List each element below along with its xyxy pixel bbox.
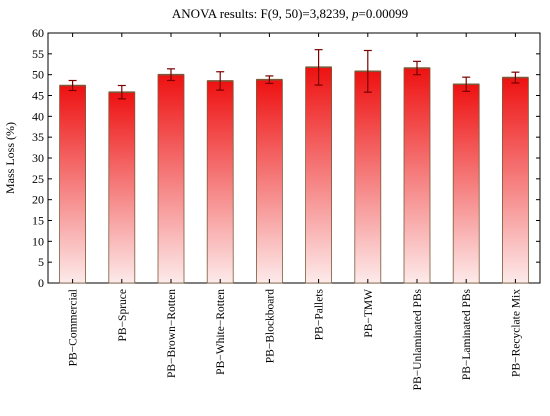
x-category-label: PB−Brown−Rotten [166, 289, 178, 378]
bar [403, 67, 431, 284]
y-axis-label: Mass Loss (%) [3, 122, 17, 194]
y-tick-label: 35 [32, 130, 44, 144]
y-tick-label: 45 [32, 89, 44, 103]
bar [255, 79, 283, 284]
x-category-label: PB−Pallets [314, 288, 326, 340]
y-tick-label: 5 [38, 255, 44, 269]
y-tick-label: 10 [32, 234, 44, 248]
y-tick-label: 15 [32, 214, 44, 228]
x-category-label: PB−TMW [363, 289, 375, 338]
x-category-label: PB−Laminated PBs [461, 288, 473, 380]
x-axis-labels: PB−Commercial PB−Spruce PB−Brown−Rotten PB−… [68, 33, 522, 390]
x-category-label: PB−Recyclate Mix [510, 289, 522, 377]
x-category-label: PB−Unlaminated PBs [412, 288, 424, 390]
bar [452, 83, 480, 284]
y-tick-label: 20 [32, 193, 44, 207]
bar [354, 70, 382, 284]
bar [305, 66, 333, 284]
y-tick-label: 40 [32, 109, 44, 123]
y-tick-label: 55 [32, 47, 44, 61]
y-tick-label: 25 [32, 172, 44, 186]
bars [59, 49, 529, 284]
bar [59, 85, 86, 284]
y-tick-label: 60 [32, 26, 44, 40]
bar [206, 80, 234, 284]
x-category-label: PB−Spruce [117, 289, 129, 342]
y-tick-label: 50 [32, 68, 44, 82]
x-category-label: PB−White−Rotten [215, 289, 227, 375]
chart-title: ANOVA results: F(9, 50)=3,8239, p=0.0009… [172, 6, 408, 21]
bar [108, 91, 136, 284]
x-category-label: PB−Blockboard [264, 289, 276, 363]
y-axis: 0 5 10 15 20 25 30 35 40 45 50 55 60 [32, 26, 540, 290]
y-tick-label: 0 [38, 276, 44, 290]
y-tick-label: 30 [32, 151, 44, 165]
bar [157, 74, 185, 284]
x-category-label: PB−Commercial [68, 289, 80, 366]
bar [501, 77, 529, 284]
